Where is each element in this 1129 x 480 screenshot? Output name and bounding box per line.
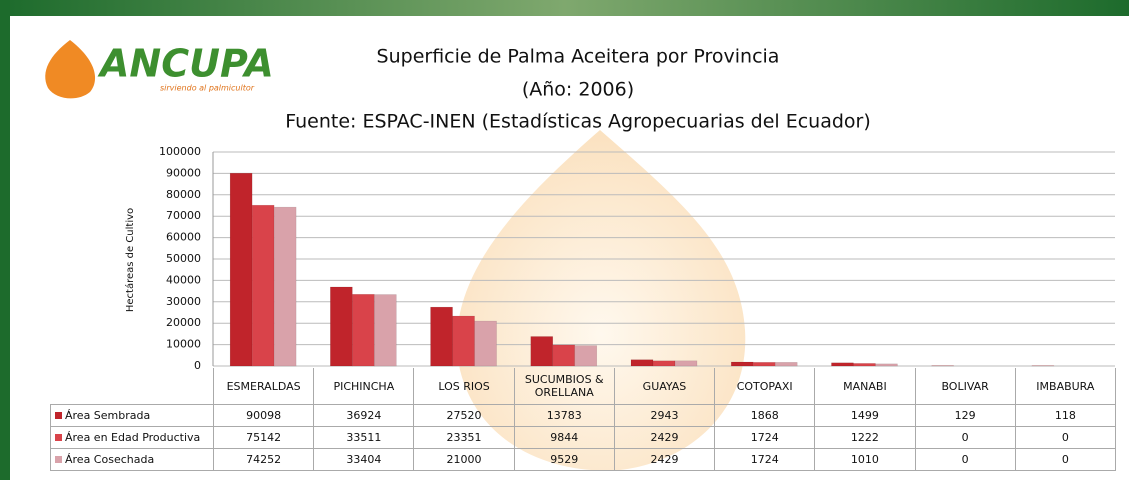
table-header-row: ESMERALDAS PICHINCHA LOS RIOS SUCUMBIOS & O… xyxy=(51,368,1116,405)
table-cell: 2429 xyxy=(613,448,716,471)
bar xyxy=(430,306,453,367)
bar xyxy=(630,359,654,367)
x-tick-label: ESMERALDAS xyxy=(212,368,315,405)
logo-text: ANCUPA xyxy=(97,42,274,86)
chart-subtitle: (Año: 2006) xyxy=(522,79,634,101)
table-cell: 90098 xyxy=(212,404,315,427)
x-tick-label: MANABI xyxy=(814,368,916,405)
table-cell: 9844 xyxy=(513,426,615,449)
table-cell: 27520 xyxy=(413,404,515,427)
x-tick-label: COTOPAXI xyxy=(714,368,816,405)
y-tick-label: 60000 xyxy=(166,231,201,244)
left-bar xyxy=(0,0,10,480)
bar xyxy=(251,204,275,367)
logo-icon xyxy=(45,40,96,99)
bar xyxy=(574,345,598,367)
legend-marker xyxy=(55,456,62,463)
data-table: ESMERALDAS PICHINCHA LOS RIOS SUCUMBIOS & O… xyxy=(50,368,1116,471)
y-tick-label: 10000 xyxy=(166,338,201,351)
table-cell: 0 xyxy=(1014,426,1116,449)
bar xyxy=(875,363,898,367)
bar xyxy=(273,206,297,367)
table-cell: 129 xyxy=(914,404,1016,427)
legend-label: Área Cosechada xyxy=(65,453,155,466)
table-cell: 1010 xyxy=(814,448,916,471)
y-tick-label: 90000 xyxy=(166,166,201,179)
table-cell: 23351 xyxy=(413,426,515,449)
table-cell: 2429 xyxy=(613,426,716,449)
table-cell: 2943 xyxy=(613,404,716,427)
bar xyxy=(730,361,754,367)
chart-title: Superficie de Palma Aceitera por Provinc… xyxy=(377,46,780,68)
table-cell: 33404 xyxy=(313,448,415,471)
table-cell: 9529 xyxy=(513,448,615,471)
y-tick-label: 20000 xyxy=(166,316,201,329)
table-row: Área Sembrada 90098 36924 27520 13783 2943 186… xyxy=(50,404,1116,427)
table-cell: 13783 xyxy=(513,404,615,427)
logo-tagline: sirviendo al palmicultor xyxy=(160,84,255,93)
table-row: Área en Edad Productiva 75142 33511 23351 98… xyxy=(50,426,1116,449)
y-tick-label: 0 xyxy=(194,359,201,372)
y-axis-label: Hectáreas de Cultivo xyxy=(124,208,136,312)
bar xyxy=(552,344,576,367)
bar xyxy=(530,336,554,367)
y-tick-label: 30000 xyxy=(166,295,201,308)
bar xyxy=(674,360,698,367)
table-cell: 1222 xyxy=(814,426,916,449)
table-cell: 1499 xyxy=(814,404,916,427)
legend-entry: Área Sembrada xyxy=(50,404,214,427)
y-tick-label: 50000 xyxy=(166,252,201,265)
legend-label: Área Sembrada xyxy=(65,409,151,422)
table-cell: 0 xyxy=(1014,448,1116,471)
table-cell: 21000 xyxy=(413,448,515,471)
table-cell: 0 xyxy=(914,448,1016,471)
y-tick-label: 80000 xyxy=(166,188,201,201)
bar xyxy=(229,172,253,367)
table-cell: 1724 xyxy=(714,448,816,471)
table-cell: 1868 xyxy=(714,404,816,427)
bar xyxy=(374,294,397,367)
table-cell: 75142 xyxy=(212,426,315,449)
table-cell: 118 xyxy=(1014,404,1116,427)
legend-entry: Área en Edad Productiva xyxy=(50,426,214,449)
x-tick-label: LOS RIOS xyxy=(413,368,515,405)
table-cell: 0 xyxy=(914,426,1016,449)
y-tick-label: 40000 xyxy=(166,273,201,286)
bar xyxy=(652,360,676,367)
x-tick-label: PICHINCHA xyxy=(313,368,415,405)
table-cell: 74252 xyxy=(212,448,315,471)
table-corner xyxy=(51,368,214,405)
y-tick-label: 100000 xyxy=(159,145,201,158)
bar xyxy=(452,315,475,367)
x-tick-label: BOLIVAR xyxy=(914,368,1016,405)
bar xyxy=(774,362,798,367)
y-tick-label: 70000 xyxy=(166,209,201,222)
bar xyxy=(352,294,375,367)
x-tick-label: GUAYAS xyxy=(613,368,716,405)
top-bar xyxy=(0,0,1129,16)
legend-entry: Área Cosechada xyxy=(50,448,214,471)
chart-source: Fuente: ESPAC-INEN (Estadísticas Agropec… xyxy=(285,111,871,133)
table-cell: 36924 xyxy=(313,404,415,427)
bar xyxy=(330,286,353,367)
legend-marker xyxy=(55,434,62,441)
table-row: Área Cosechada 74252 33404 21000 9529 2429 172… xyxy=(50,448,1116,471)
legend-label: Área en Edad Productiva xyxy=(65,431,201,444)
bar xyxy=(474,320,497,367)
bar xyxy=(853,363,876,367)
bar xyxy=(752,362,776,367)
legend-marker xyxy=(55,412,62,419)
x-tick-label: IMBABURA xyxy=(1014,368,1116,405)
x-tick-label: SUCUMBIOS & ORELLANA xyxy=(513,368,615,405)
table-cell: 1724 xyxy=(714,426,816,449)
table-cell: 33511 xyxy=(313,426,415,449)
bar xyxy=(831,362,854,367)
